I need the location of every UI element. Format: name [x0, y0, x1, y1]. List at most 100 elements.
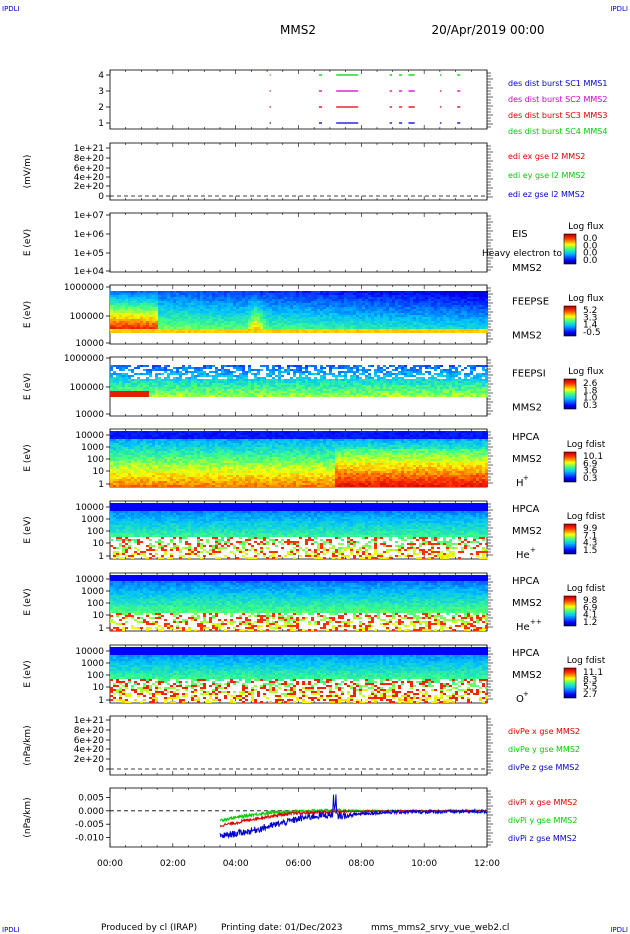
spectrogram-cell — [152, 389, 155, 391]
spectrogram-cell — [329, 307, 332, 309]
spectrogram-cell — [398, 385, 401, 387]
spectrogram-cell — [110, 393, 113, 395]
spectrogram-cell — [302, 367, 305, 369]
spectrogram-cell — [290, 291, 293, 293]
spectrogram-cell — [308, 303, 311, 305]
spectrogram-cell — [344, 365, 347, 367]
spectrogram-cell — [239, 375, 242, 377]
spectrogram-cell — [434, 365, 437, 367]
spectrogram-cell — [158, 293, 161, 295]
spectrogram-cell — [338, 327, 341, 329]
spectrogram-cell — [440, 315, 443, 317]
spectrogram-cell — [239, 301, 242, 303]
spectrogram-cell — [317, 331, 320, 333]
spectrogram-cell — [119, 387, 122, 389]
spectrogram-cell — [353, 299, 356, 301]
spectrogram-cell — [281, 299, 284, 301]
spectrogram-cell — [233, 321, 236, 323]
spectrogram-cell — [200, 303, 203, 305]
spectrogram-cell — [167, 303, 170, 305]
spectrogram-cell — [230, 385, 233, 387]
spectrogram-cell — [371, 321, 374, 323]
spectrogram-cell — [425, 381, 428, 383]
spectrogram-cell — [263, 327, 266, 329]
spectrogram-cell — [251, 293, 254, 295]
spectrogram-cell — [224, 375, 227, 377]
spectrogram-cell — [218, 375, 221, 377]
spectrogram-cell — [194, 297, 197, 299]
spectrogram-cell — [218, 381, 221, 383]
spectrogram-cell — [284, 329, 287, 331]
spectrogram-cell — [302, 331, 305, 333]
spectrogram-cell — [215, 367, 218, 369]
spectrogram-cell — [158, 297, 161, 299]
spectrogram-cell — [218, 313, 221, 315]
spectrogram-cell — [461, 391, 464, 393]
spectrogram-cell — [470, 315, 473, 317]
spectrogram-cell — [392, 323, 395, 325]
spectrogram-cell — [164, 295, 167, 297]
spectrogram-cell — [245, 383, 248, 385]
spectrogram-cell — [239, 367, 242, 369]
spectrogram-cell — [185, 317, 188, 319]
panel-frame — [109, 69, 488, 130]
spectrogram-cell — [116, 433, 119, 435]
spectrogram-cell — [410, 331, 413, 333]
spectrogram-cell — [338, 321, 341, 323]
spectrogram-cell — [263, 323, 266, 325]
spectrogram-cell — [251, 309, 254, 311]
spectrogram-cell — [170, 301, 173, 303]
spectrogram-cell — [167, 323, 170, 325]
spectrogram-cell — [479, 321, 482, 323]
spectrogram-cell — [155, 297, 158, 299]
spectrogram-cell — [248, 303, 251, 305]
spectrogram-cell — [197, 323, 200, 325]
spectrogram-cell — [233, 319, 236, 321]
spectrogram-cell — [197, 367, 200, 369]
spectrogram-cell — [167, 329, 170, 331]
spectrogram-cell — [311, 373, 314, 375]
spectrogram-cell — [119, 327, 122, 329]
spectrogram-cell — [476, 377, 479, 379]
spectrogram-cell — [395, 299, 398, 301]
spectrogram-cell — [314, 323, 317, 325]
spectrogram-cell — [116, 469, 119, 471]
spectrogram-cell — [224, 371, 227, 373]
spectrogram-cell — [260, 365, 263, 367]
spectrogram-cell — [119, 437, 122, 439]
spectrogram-cell — [377, 379, 380, 381]
spectrogram-cell — [131, 309, 134, 311]
spectrogram-cell — [215, 317, 218, 319]
spectrogram-cell — [365, 315, 368, 317]
spectrogram-cell — [422, 321, 425, 323]
spectrogram-cell — [332, 319, 335, 321]
spectrogram-cell — [191, 391, 194, 393]
spectrogram-cell — [440, 301, 443, 303]
spectrogram-cell — [167, 305, 170, 307]
spectrogram-cell — [116, 379, 119, 381]
spectrogram-cell — [485, 311, 488, 313]
spectrogram-cell — [134, 321, 137, 323]
spectrogram-cell — [251, 317, 254, 319]
spectrogram-cell — [191, 331, 194, 333]
spectrogram-cell — [410, 379, 413, 381]
spectrogram-cell — [413, 291, 416, 293]
spectrogram-cell — [116, 309, 119, 311]
spectrogram-cell — [155, 291, 158, 293]
spectrogram-cell — [110, 471, 113, 473]
spectrogram-cell — [236, 391, 239, 393]
spectrogram-cell — [221, 331, 224, 333]
spectrogram-cell — [368, 327, 371, 329]
spectrogram-cell — [221, 329, 224, 331]
spectrogram-cell — [260, 395, 263, 397]
spectrogram-cell — [278, 313, 281, 315]
spectrogram-cell — [329, 365, 332, 367]
spectrogram-cell — [134, 331, 137, 333]
spectrogram-cell — [332, 389, 335, 391]
spectrogram-cell — [392, 383, 395, 385]
spectrogram-cell — [335, 295, 338, 297]
spectrogram-cell — [197, 375, 200, 377]
spacecraft-title: MMS2 — [280, 23, 316, 37]
spectrogram-cell — [371, 329, 374, 331]
